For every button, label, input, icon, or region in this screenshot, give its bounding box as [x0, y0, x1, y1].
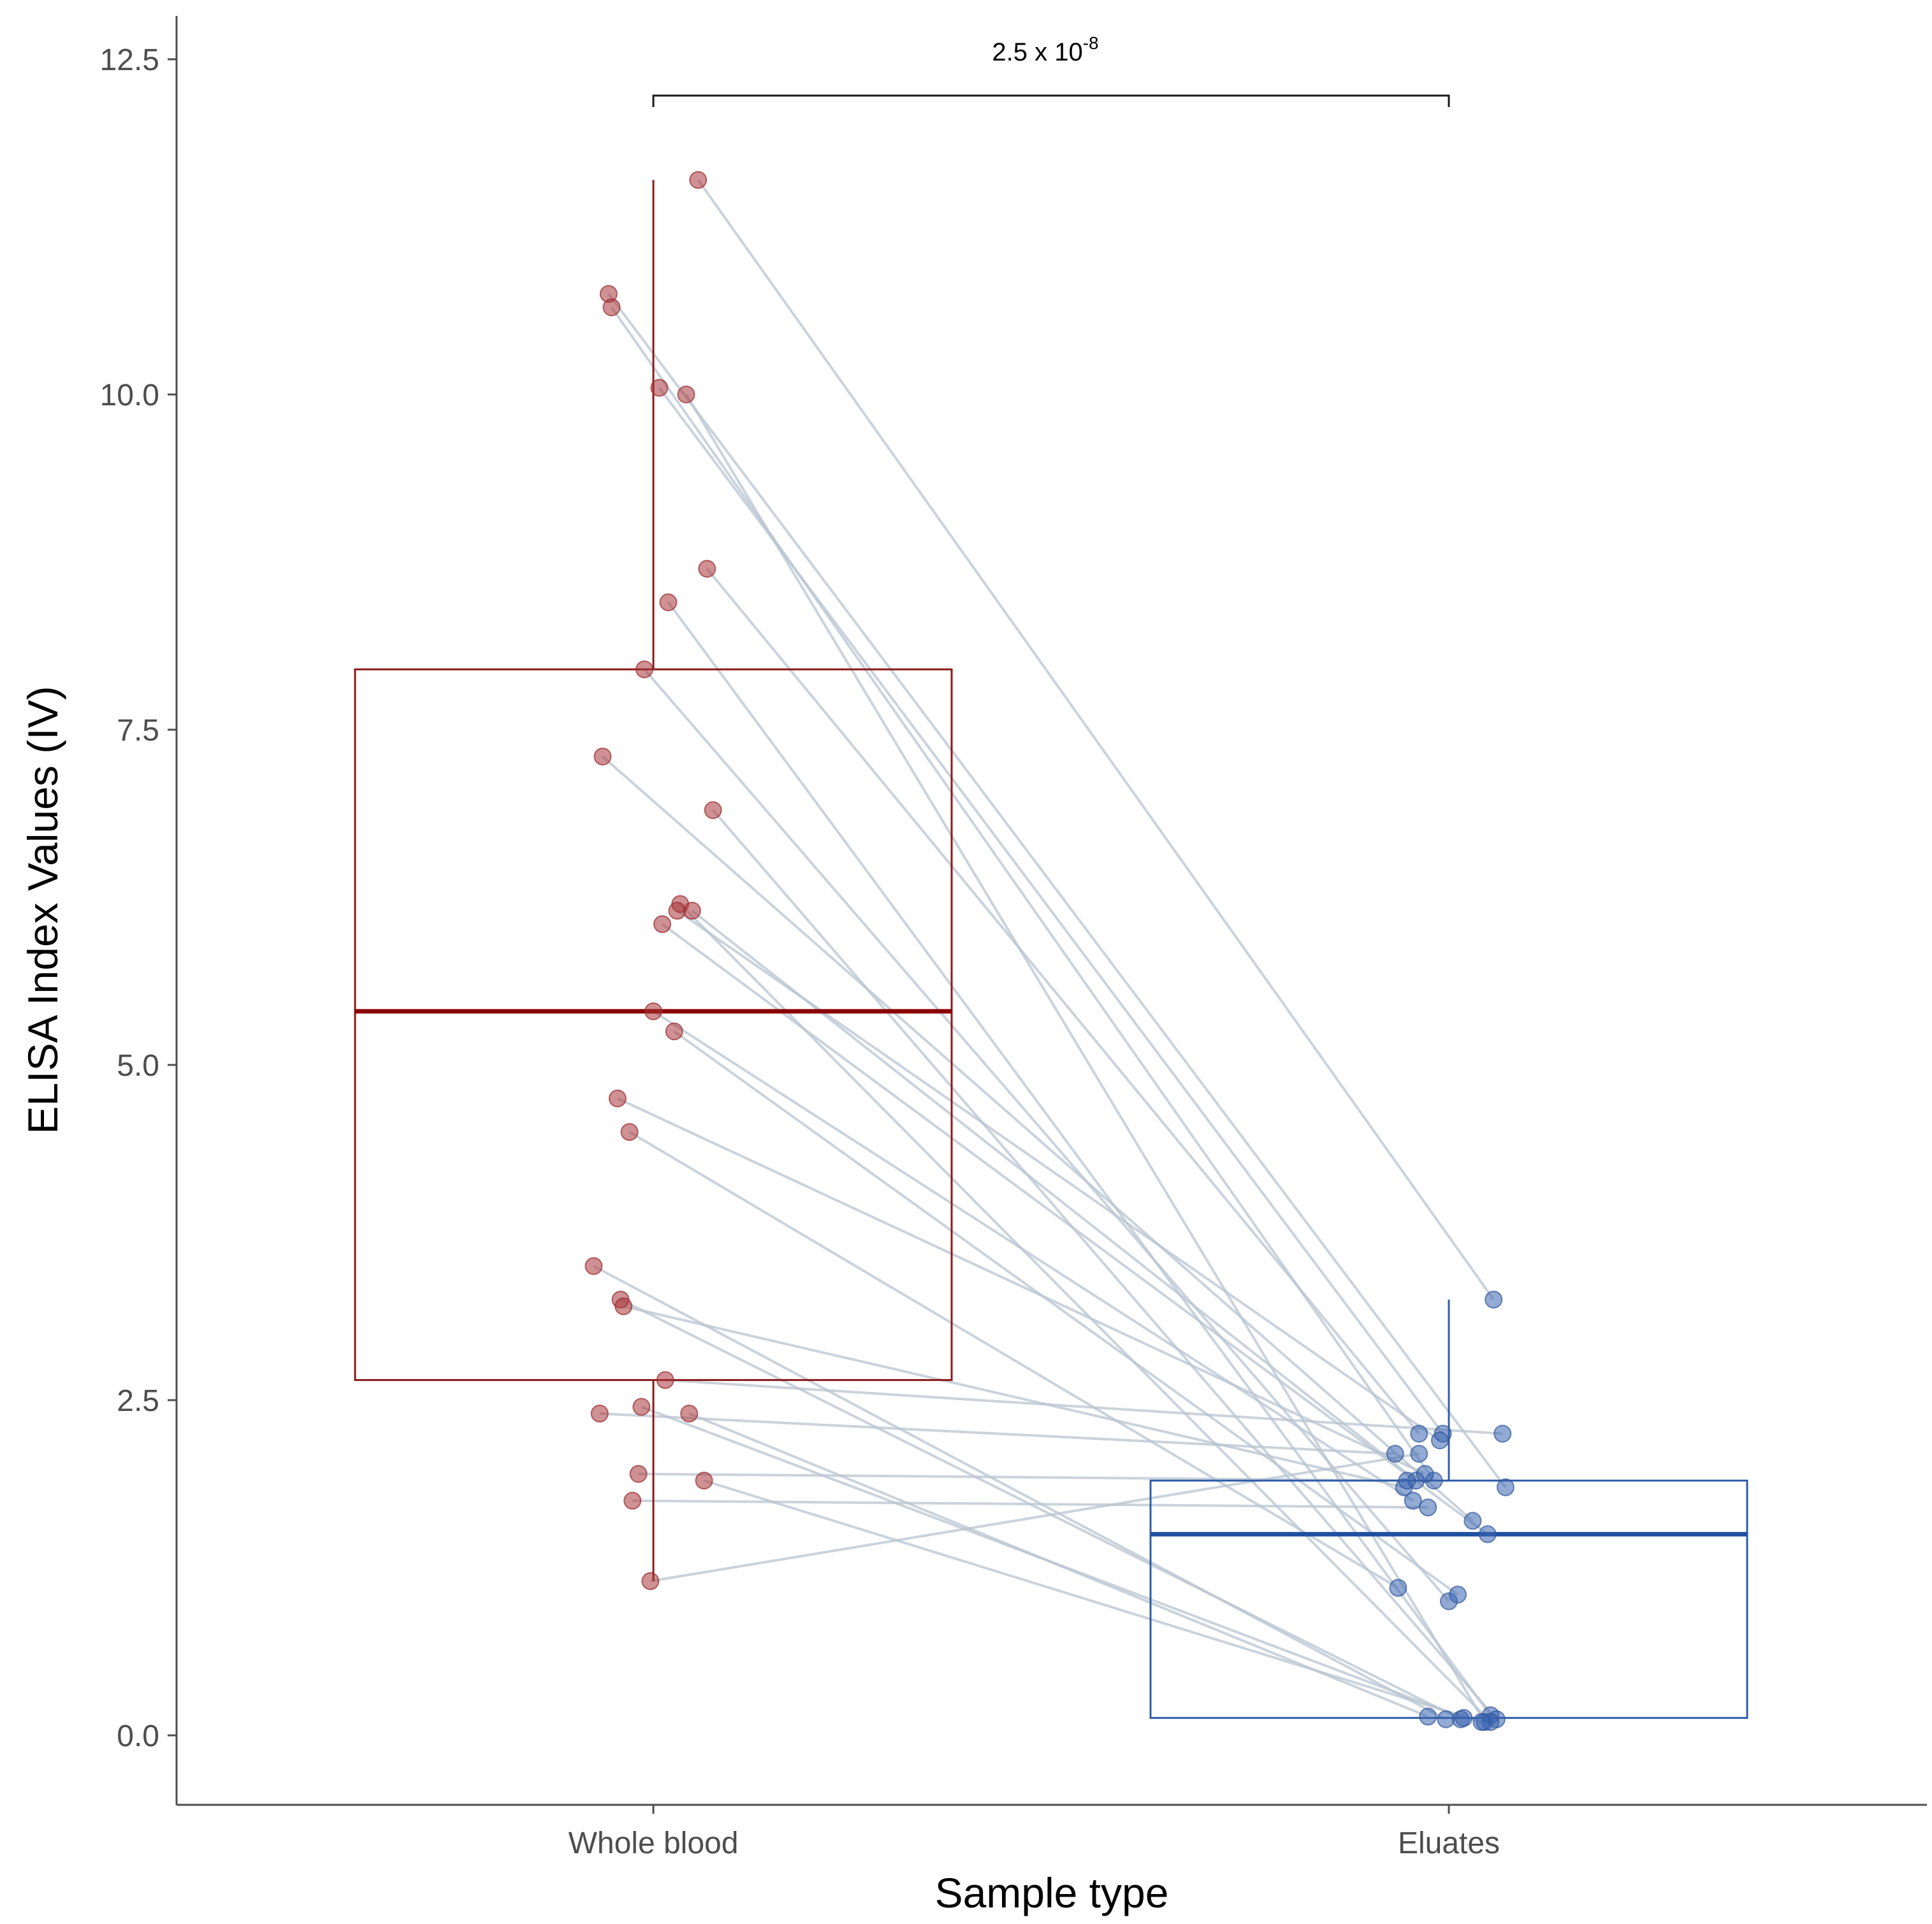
whole-blood-point: [665, 1022, 683, 1041]
eluates-point: [1449, 1586, 1467, 1604]
paired-line: [679, 903, 1492, 1723]
paired-line: [623, 1305, 1405, 1489]
whole-blood-point: [623, 1491, 642, 1510]
points-layer: [585, 171, 1514, 1731]
whole-blood-point: [656, 1371, 674, 1389]
y-tick-label: 2.5: [117, 1384, 159, 1418]
paired-line: [616, 1097, 1426, 1475]
paired-line: [691, 909, 1417, 1482]
paired-line: [703, 1479, 1483, 1723]
whole-blood-point: [602, 298, 621, 317]
eluates-point: [1386, 1445, 1404, 1463]
eluates-point: [1430, 1431, 1449, 1450]
whole-blood-point: [704, 801, 722, 820]
whole-blood-point: [680, 1405, 699, 1423]
whole-blood-point: [644, 1002, 662, 1020]
eluates-point: [1389, 1579, 1407, 1597]
paired-line: [602, 755, 1474, 1522]
whole-blood-point: [698, 560, 716, 578]
whole-blood-point: [659, 593, 678, 612]
whole-blood-point: [635, 660, 653, 679]
paired-line: [706, 568, 1420, 1435]
axes-layer: [175, 16, 1927, 1806]
eluates-point: [1404, 1491, 1422, 1510]
whole-blood-point: [695, 1472, 713, 1490]
p-value-base: 2.5 x 10: [992, 38, 1082, 66]
whole-blood-point: [593, 748, 612, 766]
eluates-point: [1455, 1709, 1473, 1727]
paired-line: [599, 1412, 1395, 1456]
boxplot-eluates: [1149, 1299, 1748, 1719]
paired-line: [643, 669, 1450, 1602]
whole-blood-point: [653, 915, 672, 934]
whole-blood-point: [641, 1572, 660, 1591]
eluates-point: [1416, 1465, 1434, 1483]
paired-line: [632, 1499, 1428, 1509]
y-tick-label: 10.0: [100, 379, 159, 412]
paired-line: [607, 293, 1507, 1488]
whole-blood-point: [683, 902, 701, 920]
paired-line: [661, 923, 1489, 1536]
whole-blood-point: [650, 379, 669, 397]
eluates-point: [1472, 1712, 1491, 1731]
paired-line: [593, 1264, 1447, 1721]
significance-annotation: 2.5 x 10-8: [652, 33, 1450, 107]
eluates-point: [1493, 1424, 1512, 1443]
x-axis-title: Sample type: [935, 1869, 1169, 1916]
eluates-point: [1410, 1445, 1428, 1463]
eluates-point: [1464, 1512, 1482, 1530]
significance-bracket: [652, 94, 1450, 107]
y-axis-title: ELISA Index Values (IV): [19, 686, 66, 1134]
eluates-point: [1419, 1498, 1437, 1517]
whole-blood-point: [620, 1123, 639, 1141]
whole-blood-point: [585, 1257, 603, 1275]
whole-blood-point: [590, 1405, 609, 1423]
boxplots-layer: [354, 180, 1748, 1719]
y-tick-label: 7.5: [117, 714, 159, 748]
paired-line: [665, 1378, 1503, 1435]
whole-blood-point: [677, 386, 695, 403]
x-tick-label: Eluates: [1398, 1826, 1500, 1860]
paired-line: [685, 393, 1486, 1723]
paired-lines-layer: [593, 179, 1507, 1723]
paired-line: [638, 1472, 1407, 1482]
whole-blood-point: [608, 1089, 627, 1108]
paired-line: [673, 1030, 1459, 1596]
paired-line: [697, 179, 1495, 1301]
whole-blood-point: [629, 1465, 648, 1483]
paired-line: [610, 307, 1435, 1482]
paired-line: [658, 387, 1444, 1435]
eluates-point: [1496, 1478, 1514, 1496]
y-tick-label: 12.5: [100, 43, 159, 77]
paired-line: [628, 1131, 1399, 1589]
p-value-label: 2.5 x 10-8: [992, 33, 1098, 66]
paired-line: [620, 1298, 1462, 1721]
whole-blood-point: [614, 1297, 633, 1315]
y-tick-label: 5.0: [117, 1049, 159, 1083]
eluates-point: [1410, 1424, 1428, 1443]
eluates-point: [1419, 1707, 1437, 1726]
paired-line: [650, 1452, 1420, 1583]
iqr-box: [354, 668, 953, 1381]
whole-blood-point: [689, 171, 708, 189]
eluates-point: [1485, 1291, 1503, 1309]
whole-blood-point: [668, 902, 686, 920]
ticks-layer: 0.0 2.5 5.0 7.5 10.0 12.5 Whole blood Eluates: [100, 43, 1500, 1860]
y-tick-label: 0.0: [117, 1719, 159, 1753]
paired-line: [667, 601, 1492, 1716]
whole-blood-point: [632, 1398, 651, 1416]
eluates-point: [1437, 1710, 1455, 1728]
eluates-point: [1478, 1525, 1497, 1544]
x-tick-label: Whole blood: [569, 1826, 739, 1860]
paired-line: [652, 1010, 1414, 1502]
eluates-point: [1398, 1472, 1416, 1490]
p-value-exponent: -8: [1083, 33, 1099, 53]
